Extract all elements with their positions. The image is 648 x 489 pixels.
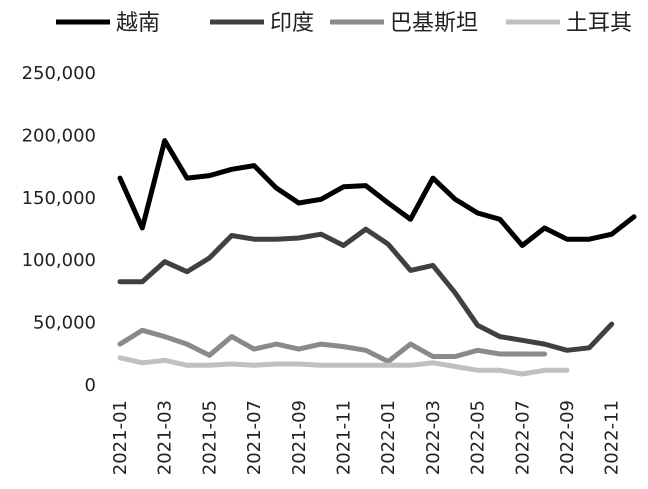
y-tick-label: 150,000 bbox=[22, 188, 96, 209]
legend-label: 巴基斯坦 bbox=[390, 11, 478, 36]
y-tick-label: 0 bbox=[85, 375, 96, 396]
x-tick-label: 2021-01 bbox=[110, 400, 131, 475]
x-axis: 2021-01 2021-03 2021-05 2021-07 2021-09 2021-… bbox=[110, 400, 623, 475]
x-tick-label: 2022-05 bbox=[468, 400, 489, 475]
series-line-1 bbox=[117, 226, 615, 353]
x-tick-label: 2022-11 bbox=[602, 400, 623, 475]
x-tick-label: 2021-05 bbox=[199, 400, 220, 475]
y-tick-label: 50,000 bbox=[33, 313, 96, 334]
series-lines bbox=[117, 138, 637, 377]
x-tick-label: 2021-09 bbox=[289, 400, 310, 475]
y-tick-label: 200,000 bbox=[22, 125, 96, 146]
x-tick-label: 2021-07 bbox=[244, 400, 265, 475]
legend-label: 印度 bbox=[270, 11, 314, 36]
legend: 越南 印度 巴基斯坦 土耳其 bbox=[56, 11, 632, 36]
legend-label: 越南 bbox=[116, 11, 160, 36]
y-axis: 0 50,000 100,000 150,000 200,000 250,000 bbox=[22, 63, 96, 396]
x-tick-label: 2021-03 bbox=[155, 400, 176, 475]
series-line-2 bbox=[117, 327, 548, 364]
x-tick-label: 2022-09 bbox=[557, 400, 578, 475]
legend-label: 土耳其 bbox=[566, 11, 632, 36]
y-tick-label: 100,000 bbox=[22, 250, 96, 271]
x-tick-label: 2022-07 bbox=[512, 400, 533, 475]
x-tick-label: 2022-03 bbox=[423, 400, 444, 475]
series-line-3 bbox=[117, 355, 570, 377]
series-line-0 bbox=[117, 138, 637, 248]
x-tick-label: 2021-11 bbox=[333, 400, 354, 475]
x-tick-label: 2022-01 bbox=[378, 400, 399, 475]
y-tick-label: 250,000 bbox=[22, 63, 96, 84]
